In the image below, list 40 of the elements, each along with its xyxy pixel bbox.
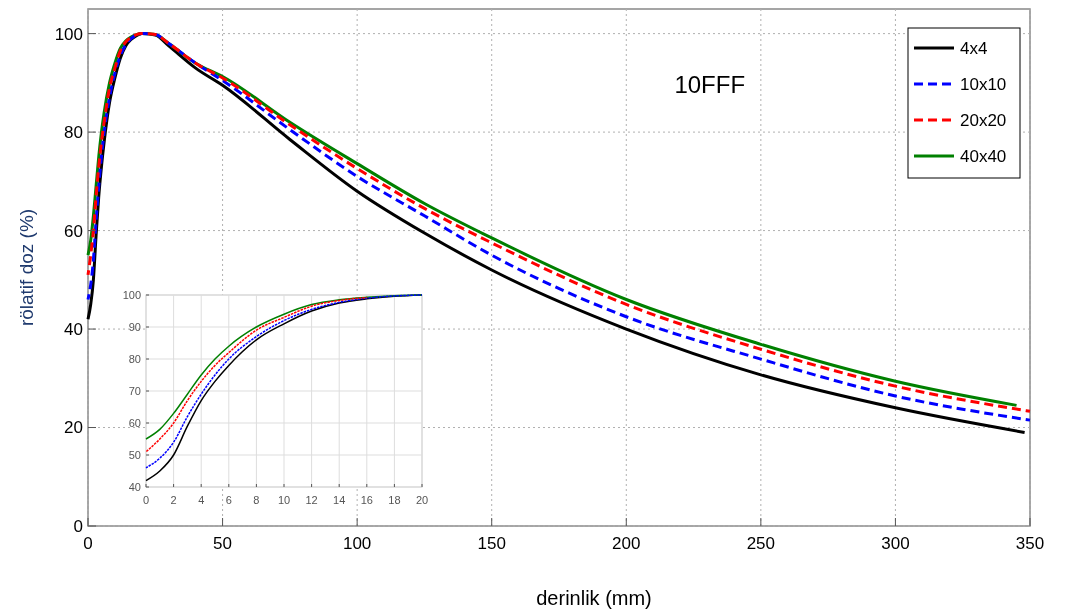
text: 10FFF xyxy=(674,71,746,98)
y-tick-label: 20 xyxy=(64,418,83,438)
y-tick-label: 0 xyxy=(73,516,83,536)
y-tick-label: 40 xyxy=(128,480,141,493)
x-tick-label: 250 xyxy=(746,534,776,553)
y-tick-label: 70 xyxy=(128,384,141,397)
y-tick-label: 100 xyxy=(54,24,83,44)
y-tick-label: 60 xyxy=(128,416,141,429)
line-series xyxy=(145,294,423,440)
y-tick-label: 50 xyxy=(128,448,141,461)
y-tick-label: 80 xyxy=(64,123,83,143)
x-tick-label: 10 xyxy=(277,494,291,506)
x-axis-title: derinlik (mm) xyxy=(536,587,652,609)
y-tick-label: 100 xyxy=(122,288,141,301)
legend-label: 4x4 xyxy=(960,39,988,58)
x-tick-label: 200 xyxy=(612,534,641,553)
y-tick-label: 40 xyxy=(64,320,83,339)
x-tick-label: 20 xyxy=(415,494,429,506)
x-tick-label: 12 xyxy=(305,494,318,506)
x-tick-label: 18 xyxy=(388,494,401,506)
x-tick-label: 150 xyxy=(477,534,506,553)
legend-label: 20x20 xyxy=(960,111,1007,130)
x-tick-label: 100 xyxy=(342,534,372,553)
x-tick-label: 6 xyxy=(225,494,232,506)
x-tick-label: 4 xyxy=(198,494,205,506)
x-tick-label: 16 xyxy=(360,494,373,506)
x-tick-label: 300 xyxy=(881,534,910,553)
x-tick-label: 0 xyxy=(142,494,150,506)
x-tick-label: 350 xyxy=(1015,534,1045,553)
x-tick-label: 8 xyxy=(253,494,260,506)
line-series xyxy=(145,296,368,453)
y-tick-label: 60 xyxy=(64,221,83,241)
x-tick-label: 2 xyxy=(170,494,177,506)
legend-label: 40x40 xyxy=(960,147,1007,166)
y-tick-label: 90 xyxy=(128,320,141,333)
x-tick-label: 50 xyxy=(213,534,233,553)
legend-label: 10x10 xyxy=(960,75,1007,94)
x-tick-label: 14 xyxy=(333,494,346,506)
y-axis-title: rölatif doz (%) xyxy=(16,208,37,327)
y-tick-label: 80 xyxy=(128,352,141,365)
